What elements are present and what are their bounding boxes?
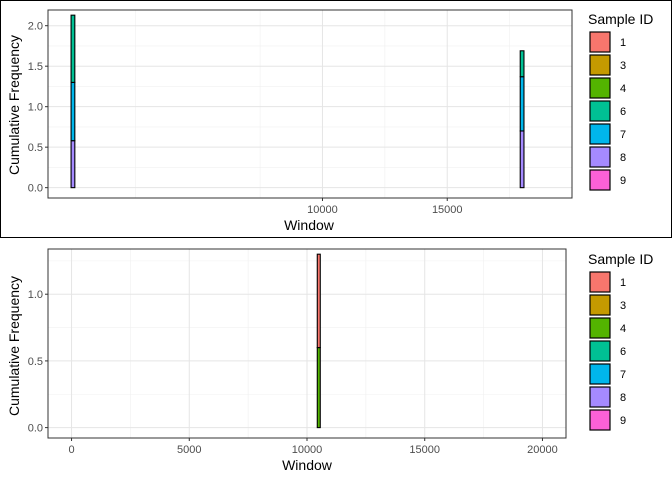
- bottom-chart-y-tick-label: 0.5: [28, 356, 43, 368]
- top-chart-y-tick-label: 1.0: [28, 102, 43, 114]
- bottom-chart-panel: [48, 249, 566, 438]
- top-chart-legend-key-1: [589, 31, 611, 53]
- top-chart-legend: Sample ID 1 3 4 6 7 8 9: [588, 11, 653, 191]
- top-chart-bar-1-series-7: [519, 76, 525, 132]
- top-chart-legend-label-3: 3: [620, 60, 626, 72]
- top-chart-legend-key-8: [589, 146, 611, 168]
- top-chart-x-axis-label: Window: [284, 217, 335, 233]
- bottom-chart-x-tick-label: 10000: [292, 444, 323, 456]
- top-chart-legend-label-1: 1: [620, 37, 626, 49]
- top-chart-bar-0-series-6: [70, 14, 76, 83]
- bottom-chart-x-tick-label: 20000: [527, 444, 558, 456]
- top-chart-x-tick-label: 15000: [432, 204, 463, 216]
- bottom-chart-axes: 0 5000 10000 15000 20000 0.0 0.5 1.0: [28, 248, 567, 456]
- top-chart: 10000 15000 0.0 0.5 1.0 1.5 2.0 Window Cumulat…: [0, 0, 672, 238]
- bottom-chart-legend-label-3: 3: [620, 300, 626, 312]
- bottom-chart-legend-label-9: 9: [620, 415, 626, 427]
- bottom-chart-legend-label-1: 1: [620, 277, 626, 289]
- top-chart-x-tick-label: 10000: [307, 204, 338, 216]
- bottom-chart-bar-0-series-1: [316, 253, 321, 349]
- bottom-chart-legend-label-4: 4: [620, 323, 626, 335]
- bottom-chart-legend-key-1: [589, 271, 611, 293]
- top-chart-y-tick-label: 0.5: [28, 142, 43, 154]
- top-chart-legend-label-8: 8: [620, 152, 626, 164]
- bottom-chart-legend: Sample ID 1 3 4 6 7 8 9: [588, 251, 653, 431]
- bottom-chart-x-axis-label: Window: [282, 457, 333, 473]
- top-chart-panel-border: [47, 9, 573, 199]
- bottom-chart-legend-label-8: 8: [620, 392, 626, 404]
- bottom-chart-x-tick-label: 5000: [177, 444, 201, 456]
- bottom-chart-y-tick-label: 1.0: [28, 289, 43, 301]
- bottom-chart-legend-key-3: [589, 294, 611, 316]
- bottom-chart-legend-key-6: [589, 340, 611, 362]
- top-chart-legend-key-3: [589, 54, 611, 76]
- top-chart-bars: [70, 14, 525, 189]
- top-chart-legend-label-6: 6: [620, 106, 626, 118]
- bottom-chart-legend-key-7: [589, 363, 611, 385]
- top-chart-y-axis-label: Cumulative Frequency: [6, 35, 22, 175]
- bottom-chart-x-tick-label: 15000: [409, 444, 440, 456]
- bottom-chart-y-tick-label: 0.0: [28, 423, 43, 435]
- bottom-chart-legend-label-7: 7: [620, 369, 626, 381]
- top-chart-panel: [48, 10, 572, 198]
- bottom-chart: 0 5000 10000 15000 20000 0.0 0.5 1.0 Window Cum…: [6, 248, 653, 473]
- top-chart-y-tick-label: 1.5: [28, 61, 43, 73]
- top-chart-panel-background: [48, 10, 572, 198]
- bottom-chart-bars: [316, 253, 321, 429]
- top-chart-bar-0-series-7: [70, 81, 76, 142]
- bottom-chart-legend-key-8: [589, 386, 611, 408]
- bottom-chart-y-axis-label: Cumulative Frequency: [6, 276, 22, 416]
- top-chart-legend-label-4: 4: [620, 83, 626, 95]
- top-chart-legend-key-6: [589, 100, 611, 122]
- bottom-chart-x-tick-label: 0: [68, 444, 74, 456]
- top-chart-legend-key-4: [589, 77, 611, 99]
- top-chart-y-tick-label: 2.0: [28, 21, 43, 33]
- bottom-chart-legend-title: Sample ID: [588, 251, 653, 267]
- top-chart-legend-label-7: 7: [620, 129, 626, 141]
- bottom-chart-legend-key-9: [589, 409, 611, 431]
- top-chart-bar-0-series-8: [70, 140, 76, 189]
- bottom-chart-legend-label-6: 6: [620, 346, 626, 358]
- top-chart-legend-key-7: [589, 123, 611, 145]
- top-chart-bar-1-series-8: [519, 130, 525, 189]
- top-chart-legend-title: Sample ID: [588, 11, 653, 27]
- top-chart-legend-key-9: [589, 169, 611, 191]
- top-chart-axes: 10000 15000 0.0 0.5 1.0 1.5 2.0: [28, 9, 573, 216]
- top-chart-bar-1-series-6: [519, 50, 525, 78]
- bottom-chart-bar-0-series-4: [316, 347, 321, 429]
- top-chart-y-tick-label: 0.0: [28, 183, 43, 195]
- top-chart-legend-label-9: 9: [620, 175, 626, 187]
- bottom-chart-legend-key-4: [589, 317, 611, 339]
